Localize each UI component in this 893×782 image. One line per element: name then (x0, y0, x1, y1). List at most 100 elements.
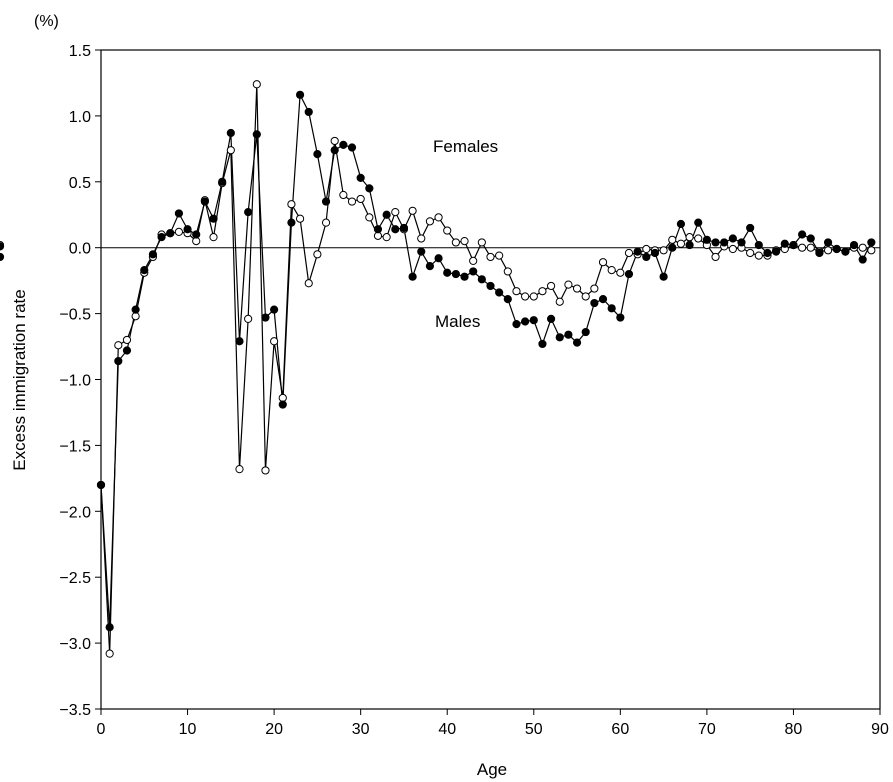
data-point-females (867, 246, 876, 255)
y-tick-label: 0.5 (69, 175, 91, 192)
x-tick-label: 40 (438, 721, 456, 738)
data-point-females (443, 226, 452, 235)
data-point-males (166, 229, 175, 238)
data-point-males (858, 255, 867, 264)
data-point-males (815, 248, 824, 258)
data-point-females (607, 266, 616, 275)
data-point-males (841, 247, 850, 256)
data-point-males (685, 240, 694, 250)
data-point-males (624, 269, 634, 279)
data-point-females (382, 233, 391, 242)
data-point-males (408, 272, 417, 281)
data-point-males (598, 295, 608, 304)
data-point-males (0, 252, 5, 262)
data-point-females (209, 233, 218, 242)
data-point-females (321, 218, 331, 227)
series-line-females (100, 84, 872, 654)
data-point-males (521, 317, 530, 326)
data-point-females (694, 234, 703, 243)
data-point-males (460, 272, 469, 281)
data-point-females (339, 190, 348, 200)
series-label-males: Males (435, 312, 480, 331)
data-point-males (347, 143, 357, 152)
data-point-males (607, 304, 616, 313)
data-point-males (356, 173, 365, 182)
data-point-males (451, 269, 460, 279)
data-point-females (434, 213, 443, 222)
data-point-males (373, 225, 383, 234)
data-point-males (538, 339, 547, 349)
data-point-females (668, 235, 677, 244)
data-point-males (503, 295, 512, 304)
data-point-males (659, 272, 668, 281)
data-point-males (754, 240, 763, 250)
data-point-females (512, 287, 521, 296)
data-point-females (659, 246, 668, 255)
data-point-males (633, 247, 642, 256)
data-point-males (806, 234, 815, 243)
data-point-males (469, 267, 478, 276)
data-point-females (244, 314, 253, 323)
data-point-females (365, 213, 374, 222)
data-point-males (382, 210, 391, 219)
data-point-males (399, 223, 409, 233)
data-point-males (443, 268, 452, 277)
data-point-males (676, 219, 686, 229)
data-point-females (391, 208, 400, 217)
data-point-males (564, 330, 573, 339)
data-point-males (148, 250, 158, 259)
data-point-females (616, 268, 625, 277)
data-point-females (676, 239, 686, 248)
data-point-males (417, 247, 426, 256)
data-point-females (226, 146, 235, 155)
data-point-females (469, 256, 478, 265)
data-point-females (451, 238, 460, 247)
data-point-males (270, 305, 279, 314)
data-point-males (321, 197, 331, 206)
data-point-males (849, 240, 859, 250)
data-point-males (746, 223, 755, 233)
data-point-females (486, 252, 495, 262)
data-point-males (486, 281, 495, 291)
data-point-males (832, 244, 841, 254)
data-point-males (737, 238, 746, 247)
y-tick-label: −1.0 (59, 373, 91, 390)
data-point-males (122, 346, 132, 355)
data-point-females (529, 292, 538, 301)
data-point-males (365, 184, 374, 193)
x-axis-title: Age (477, 760, 507, 779)
data-point-males (711, 238, 720, 247)
data-point-males (702, 235, 711, 244)
data-point-males (226, 128, 235, 138)
data-point-females (105, 649, 114, 658)
data-point-males (192, 230, 201, 239)
data-point-males (650, 248, 660, 258)
y-tick-label: −0.5 (59, 307, 91, 324)
data-point-males (304, 107, 313, 117)
data-point-males (105, 623, 114, 632)
data-point-males (330, 146, 339, 155)
data-point-females (287, 200, 296, 209)
data-point-females (754, 251, 763, 260)
data-point-females (313, 250, 322, 259)
data-point-females (417, 234, 426, 243)
data-point-males (244, 208, 253, 217)
data-point-females (356, 194, 365, 204)
data-point-females (330, 136, 339, 146)
data-point-males (235, 337, 244, 346)
data-point-females (408, 206, 417, 215)
data-point-females (581, 292, 590, 301)
data-point-males (218, 177, 227, 186)
data-point-females (425, 217, 435, 226)
x-tick-label: 90 (871, 721, 889, 738)
y-unit-label: (%) (34, 13, 59, 30)
data-point-males (720, 238, 729, 247)
data-point-females (347, 197, 357, 206)
x-tick-label: 30 (352, 721, 370, 738)
data-point-females (572, 284, 582, 293)
data-point-females (304, 279, 313, 288)
x-tick-label: 10 (179, 721, 197, 738)
data-point-males (529, 316, 538, 325)
y-tick-label: −3.0 (59, 636, 91, 653)
y-tick-label: 1.0 (69, 109, 91, 126)
